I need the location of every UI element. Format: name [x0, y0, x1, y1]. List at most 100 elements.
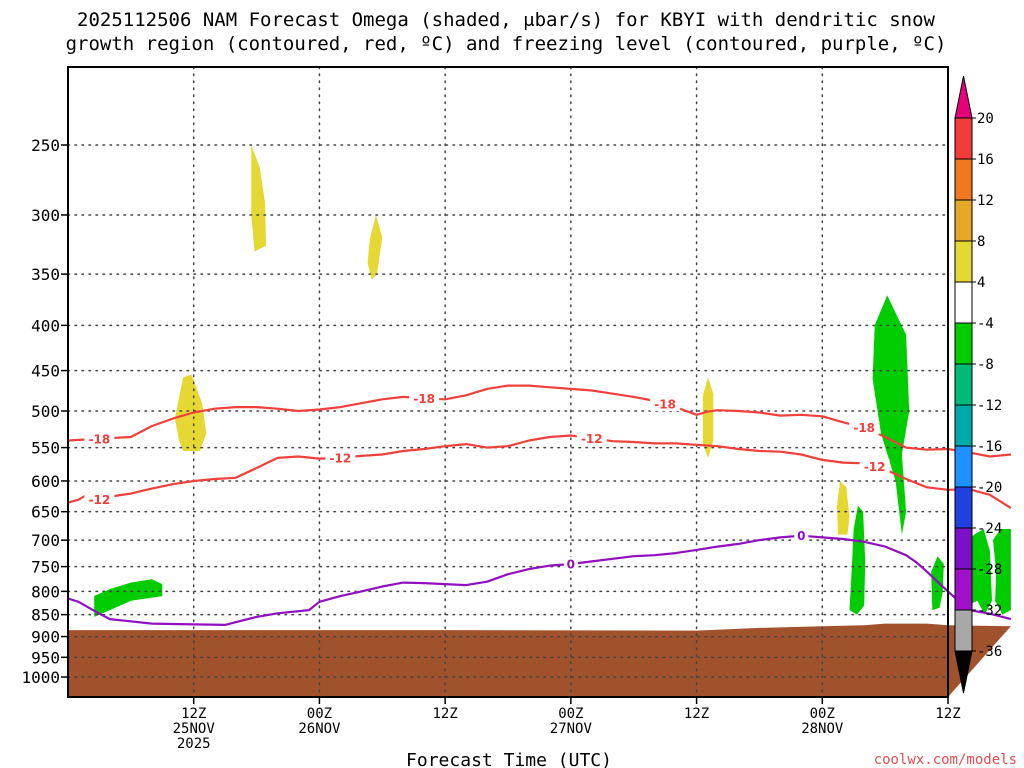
colorbar-under-triangle: [954, 650, 973, 694]
plot-frame: [67, 66, 949, 698]
chart-title-line-1: 2025112506 NAM Forecast Omega (shaded, μ…: [77, 9, 935, 31]
contour-label-bg-dgz_minus12-4: [859, 459, 890, 474]
contour-label-dgz_minus18-4: -18: [853, 421, 875, 435]
contour-label-bg-freezing_0-1: [563, 557, 578, 572]
contour-label-dgz_minus18-1: -18: [89, 432, 111, 446]
x-tick-label-6-line2: 25NOV: [173, 721, 216, 737]
omega-region-2: [251, 145, 266, 252]
colorbar-label-1: 20: [977, 111, 994, 127]
y-tick-label-350: 350: [31, 265, 60, 284]
colorbar-bin-2: [954, 158, 973, 201]
colorbar-label-5: 4: [977, 275, 985, 291]
y-tick-label-850: 850: [31, 606, 60, 625]
colorbar: 20 16 12 8 4 -4 -8 -12 -16 -20 -24 -28 -32 -36: [954, 75, 1002, 694]
colorbar-label-9: -16: [977, 439, 1002, 455]
omega-region-8: [872, 295, 910, 535]
colorbar-label-4: 8: [977, 234, 985, 250]
x-tick-label-30-line1: 12Z: [432, 706, 457, 722]
omega-region-6: [94, 579, 163, 617]
credit-link[interactable]: coolwx.com/models: [874, 752, 1017, 768]
x-tick-label-54-line1: 12Z: [684, 706, 709, 722]
colorbar-label-14: -36: [977, 644, 1002, 660]
colorbar-bin-6: [954, 322, 973, 365]
y-tick-label-400: 400: [31, 316, 60, 335]
y-tick-label-500: 500: [31, 402, 60, 421]
x-tick-label-6-line1: 12Z: [181, 706, 206, 722]
contour-label-bg-freezing_0-2: [794, 528, 809, 543]
y-tick-label-300: 300: [31, 206, 60, 225]
contour-label-freezing_0-2: 0: [797, 529, 805, 543]
colorbar-bin-7: [954, 363, 973, 406]
colorbar-bin-13: [954, 609, 973, 652]
y-axis-ticks: 250 300 350 400 450 500 550 600 650 700 750 800 850 9…: [21, 136, 68, 687]
y-tick-label-600: 600: [31, 472, 60, 491]
contour-label-dgz_minus12-2: -12: [330, 451, 352, 465]
x-tick-label-42-line2: 27NOV: [550, 721, 593, 737]
plot-area: [68, 67, 948, 697]
colorbar-bin-12: [954, 568, 973, 611]
colorbar-over-triangle: [954, 75, 973, 119]
colorbar-label-13: -32: [977, 603, 1002, 619]
contour-label-bg-dgz_minus18-1: [84, 431, 115, 446]
y-tick-label-950: 950: [31, 648, 60, 667]
x-tick-label-18-line1: 00Z: [307, 706, 332, 722]
contour-label-bg-dgz_minus12-3: [576, 431, 607, 446]
colorbar-bin-10: [954, 486, 973, 529]
omega-region-7: [849, 505, 866, 615]
y-tick-label-800: 800: [31, 582, 60, 601]
contour-label-dgz_minus18-3: -18: [654, 398, 676, 412]
colorbar-bin-9: [954, 445, 973, 488]
contour-label-dgz_minus12-1: -12: [89, 493, 111, 507]
x-tick-label-42-line1: 00Z: [558, 706, 583, 722]
colorbar-label-2: 16: [977, 152, 994, 168]
contour-label-dgz_minus18-2: -18: [413, 392, 435, 406]
y-tick-label-250: 250: [31, 136, 60, 155]
colorbar-bin-11: [954, 527, 973, 570]
y-tick-label-450: 450: [31, 362, 60, 381]
terrain-below-ground: [68, 623, 1011, 697]
x-axis-title: Forecast Time (UTC): [406, 750, 612, 768]
omega-region-5: [837, 481, 850, 535]
omega-region-3: [367, 215, 383, 280]
contour-label-bg-dgz_minus18-4: [849, 420, 880, 435]
contour-label-bg-dgz_minus12-2: [325, 450, 356, 465]
contour-label-bg-dgz_minus12-1: [84, 492, 115, 507]
x-tick-label-18-line2: 26NOV: [298, 721, 341, 737]
x-tick-label-6-line3: 2025: [177, 736, 211, 752]
contour-label-bg-dgz_minus18-3: [650, 397, 681, 412]
colorbar-label-10: -20: [977, 480, 1002, 496]
contour-layer: -18 -18 -18 -18 -12 -12 -12 -12 0 0: [67, 384, 1012, 627]
terrain-layer: [68, 623, 1011, 697]
contour-label-freezing_0-1: 0: [567, 558, 575, 572]
colorbar-label-8: -12: [977, 398, 1002, 414]
contour-label-dgz_minus12-4: -12: [864, 460, 886, 474]
contour-label-dgz_minus12-3: -12: [581, 432, 603, 446]
contour-line-dgz_minus12: [67, 434, 1012, 510]
colorbar-bin-5: [954, 281, 973, 324]
y-tick-label-1000: 1000: [21, 668, 60, 687]
omega-region-11: [993, 529, 1011, 615]
y-tick-label-900: 900: [31, 628, 60, 647]
y-tick-label-650: 650: [31, 503, 60, 522]
plot-background: [68, 67, 948, 697]
colorbar-label-3: 12: [977, 193, 994, 209]
chart-title-line-2: growth region (contoured, red, ºC) and f…: [66, 33, 947, 55]
x-tick-label-66-line1: 00Z: [810, 706, 835, 722]
colorbar-bin-8: [954, 404, 973, 447]
y-tick-label-550: 550: [31, 439, 60, 458]
colorbar-label-6: -4: [977, 316, 994, 332]
plot-border: [67, 66, 949, 698]
omega-region-4: [702, 377, 714, 458]
y-tick-label-750: 750: [31, 558, 60, 577]
colorbar-bin-3: [954, 199, 973, 242]
colorbar-label-12: -28: [977, 562, 1002, 578]
colorbar-label-7: -8: [977, 357, 994, 373]
colorbar-bin-4: [954, 240, 973, 283]
colorbar-bin-1: [954, 117, 973, 160]
y-tick-label-700: 700: [31, 531, 60, 550]
x-tick-label-66-line2: 28NOV: [801, 721, 844, 737]
contour-label-bg-dgz_minus18-2: [409, 391, 440, 406]
x-tick-label-78-line1: 12Z: [935, 706, 960, 722]
